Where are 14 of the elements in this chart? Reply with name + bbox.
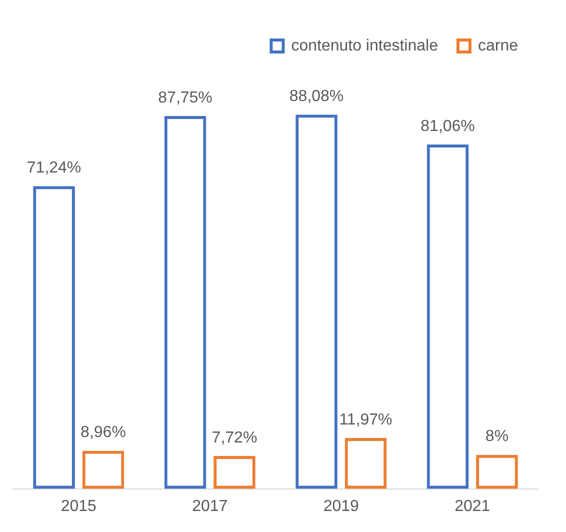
- x-tick-label: 2019: [323, 498, 360, 515]
- data-label: 88,08%: [289, 88, 344, 106]
- data-label: 8,96%: [80, 424, 126, 442]
- data-label: 8%: [485, 428, 509, 446]
- data-label: 81,06%: [420, 118, 475, 135]
- x-tick-label: 2017: [192, 498, 228, 515]
- x-tick-label: 2021: [454, 498, 490, 515]
- legend-label: contenuto intestinale: [291, 37, 438, 54]
- data-label: 87,75%: [158, 89, 212, 106]
- x-tick-label: 2015: [60, 498, 97, 515]
- data-label: 71,24%: [26, 160, 82, 177]
- data-label: 7,72%: [212, 429, 258, 446]
- legend-label: carne: [478, 37, 518, 54]
- data-label: 11,97%: [339, 411, 392, 428]
